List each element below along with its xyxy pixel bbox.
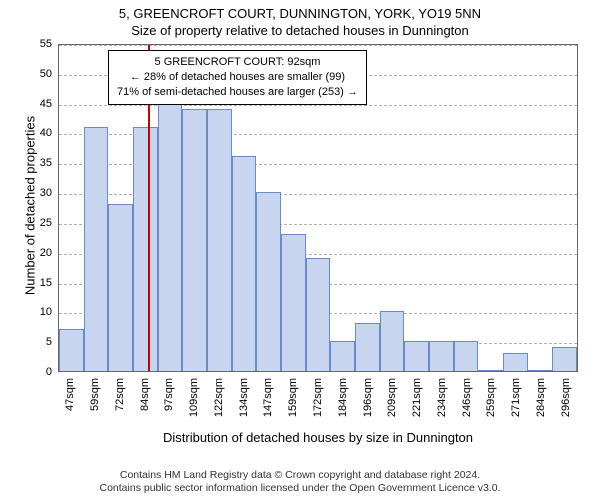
x-tick-label: 209sqm bbox=[386, 378, 398, 417]
footer-credits: Contains HM Land Registry data © Crown c… bbox=[0, 469, 600, 496]
x-tick-label: 147sqm bbox=[262, 378, 274, 417]
x-tick-label: 234sqm bbox=[436, 378, 448, 417]
histogram-bar bbox=[503, 353, 528, 371]
histogram-bar bbox=[404, 341, 429, 371]
histogram-bar bbox=[281, 234, 306, 371]
x-tick-label: 221sqm bbox=[411, 378, 423, 417]
chart-container: 5, GREENCROFT COURT, DUNNINGTON, YORK, Y… bbox=[0, 0, 600, 500]
x-tick-label: 47sqm bbox=[64, 378, 76, 411]
histogram-bar bbox=[182, 109, 207, 371]
info-box-line2: ← 28% of detached houses are smaller (99… bbox=[117, 70, 358, 85]
histogram-bar bbox=[552, 347, 577, 371]
footer-line1: Contains HM Land Registry data © Crown c… bbox=[0, 469, 600, 483]
x-tick-label: 246sqm bbox=[461, 378, 473, 417]
x-tick-label: 122sqm bbox=[213, 378, 225, 417]
x-axis-label: Distribution of detached houses by size … bbox=[58, 430, 578, 445]
histogram-bar bbox=[330, 341, 355, 371]
histogram-bar bbox=[380, 311, 405, 371]
x-tick-label: 72sqm bbox=[114, 378, 126, 411]
histogram-bar bbox=[478, 370, 503, 371]
histogram-bar bbox=[207, 109, 232, 371]
chart-subtitle: Size of property relative to detached ho… bbox=[0, 23, 600, 38]
title-block: 5, GREENCROFT COURT, DUNNINGTON, YORK, Y… bbox=[0, 0, 600, 38]
info-box: 5 GREENCROFT COURT: 92sqm ← 28% of detac… bbox=[108, 50, 367, 105]
y-tick-label: 55 bbox=[0, 38, 52, 50]
y-tick-label: 10 bbox=[0, 306, 52, 318]
y-tick-label: 5 bbox=[0, 336, 52, 348]
chart-supertitle: 5, GREENCROFT COURT, DUNNINGTON, YORK, Y… bbox=[0, 6, 600, 21]
histogram-bar bbox=[158, 103, 183, 371]
x-tick-label: 134sqm bbox=[238, 378, 250, 417]
x-tick-label: 259sqm bbox=[485, 378, 497, 417]
histogram-bar bbox=[84, 127, 109, 372]
histogram-bar bbox=[232, 156, 257, 371]
info-box-line3: 71% of semi-detached houses are larger (… bbox=[117, 85, 358, 100]
x-tick-label: 84sqm bbox=[139, 378, 151, 411]
histogram-bar bbox=[429, 341, 454, 371]
x-tick-label: 159sqm bbox=[287, 378, 299, 417]
footer-line2: Contains public sector information licen… bbox=[0, 482, 600, 496]
histogram-bar bbox=[133, 127, 158, 372]
histogram-bar bbox=[355, 323, 380, 371]
histogram-bar bbox=[256, 192, 281, 371]
histogram-bar bbox=[59, 329, 84, 371]
x-tick-label: 196sqm bbox=[362, 378, 374, 417]
x-tick-label: 59sqm bbox=[89, 378, 101, 411]
x-tick-label: 109sqm bbox=[188, 378, 200, 417]
info-box-line1: 5 GREENCROFT COURT: 92sqm bbox=[117, 55, 358, 70]
x-tick-label: 271sqm bbox=[510, 378, 522, 417]
histogram-bar bbox=[454, 341, 479, 371]
y-tick-label: 50 bbox=[0, 68, 52, 80]
x-tick-label: 284sqm bbox=[535, 378, 547, 417]
x-tick-label: 184sqm bbox=[337, 378, 349, 417]
x-tick-label: 97sqm bbox=[163, 378, 175, 411]
x-tick-label: 296sqm bbox=[560, 378, 572, 417]
x-tick-label: 172sqm bbox=[312, 378, 324, 417]
y-axis-label: Number of detached properties bbox=[23, 106, 38, 306]
histogram-bar bbox=[306, 258, 331, 371]
histogram-bar bbox=[108, 204, 133, 371]
histogram-bar bbox=[528, 370, 553, 371]
y-tick-label: 0 bbox=[0, 366, 52, 378]
